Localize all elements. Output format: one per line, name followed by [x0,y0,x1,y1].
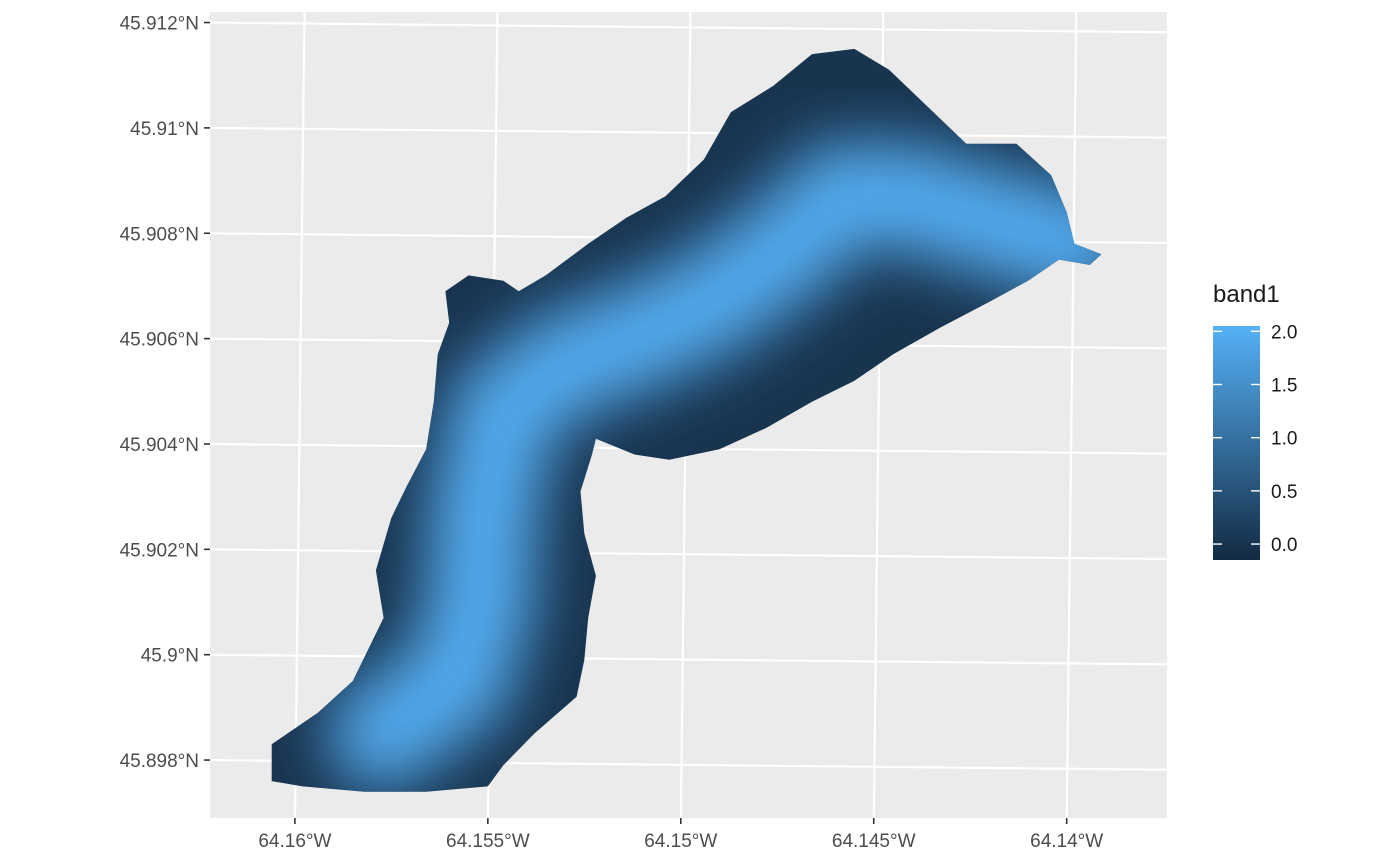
legend-tick-label: 0.0 [1271,535,1297,556]
colorbar-legend: band1 0.0 0.5 1.0 1.5 2.0 [1213,281,1297,560]
parallel-line-2 [210,548,1167,561]
meridian-line-4 [1065,12,1078,818]
raster-value-peak [356,168,1102,762]
parallel-line-7 [210,21,1167,34]
y-tick-label: 45.902°N [120,540,199,561]
x-tick-label: 64.16°W [258,831,331,852]
latitude-axis: 45.898°N 45.9°N 45.902°N 45.904°N 45.906°N 45… [120,14,210,772]
colorbar [1213,326,1260,560]
y-tick-label: 45.906°N [120,330,199,351]
y-tick-label: 45.9°N [141,646,199,667]
y-tick-label: 45.898°N [120,751,199,772]
legend-title: band1 [1213,281,1280,308]
y-tick-label: 45.904°N [120,435,199,456]
meridian-line-0 [293,12,306,818]
longitude-axis: 64.16°W 64.155°W 64.15°W 64.145°W 64.14°W [258,818,1103,852]
x-tick-label: 64.155°W [446,831,530,852]
y-tick-label: 45.91°N [130,119,199,140]
y-tick-label: 45.912°N [120,14,199,35]
x-tick-label: 64.15°W [644,831,717,852]
legend-tick-label: 0.5 [1271,482,1297,503]
x-tick-label: 64.14°W [1030,831,1103,852]
y-tick-label: 45.908°N [120,224,199,245]
band1-raster [271,48,1102,792]
legend-tick-label: 2.0 [1271,322,1297,343]
legend-tick-label: 1.5 [1271,376,1297,397]
legend-tick-label: 1.0 [1271,429,1297,450]
x-tick-label: 64.145°W [832,831,916,852]
